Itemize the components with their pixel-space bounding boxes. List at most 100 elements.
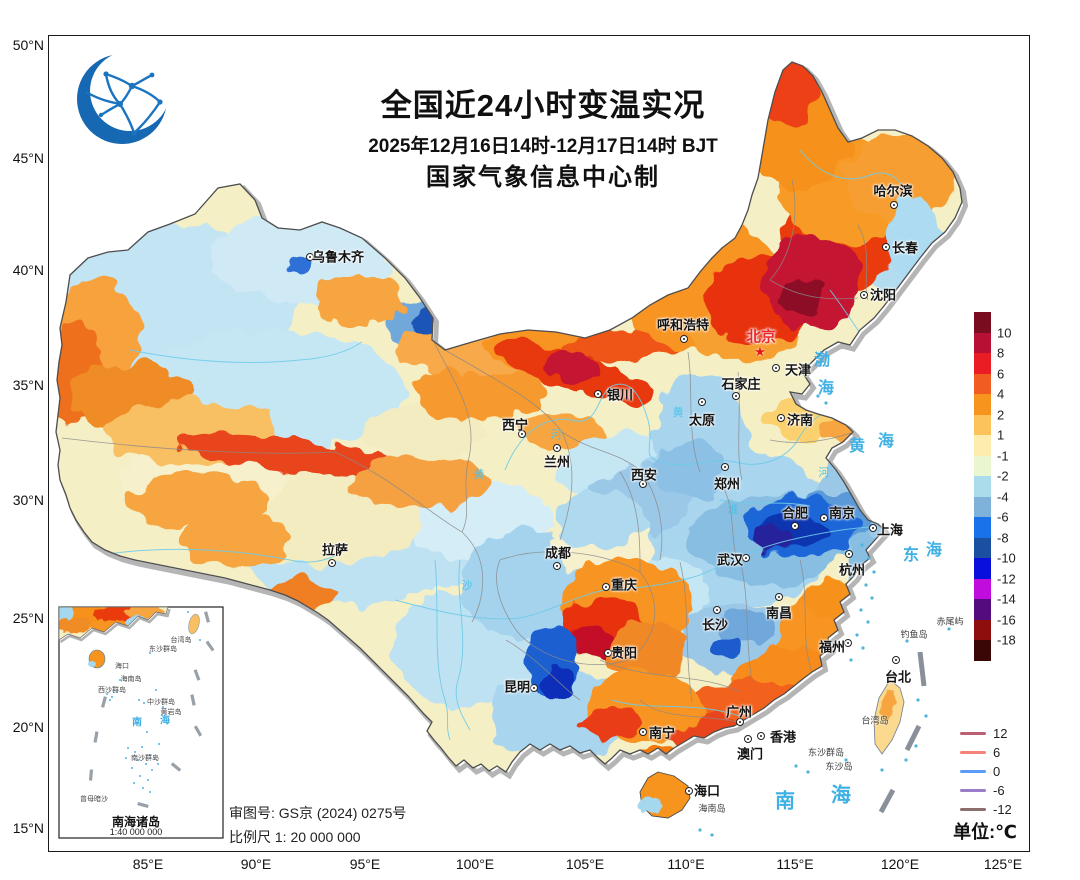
city-marker <box>594 390 602 398</box>
city-marker <box>777 414 785 422</box>
colorbar-swatch <box>974 537 991 559</box>
city-label: 贵阳 <box>610 645 638 661</box>
map-canvas <box>55 61 969 837</box>
isoline-color-sample <box>960 751 986 754</box>
city-marker <box>639 728 647 736</box>
sea-name-label: 东 <box>902 547 920 564</box>
colorbar-swatch <box>974 394 991 415</box>
colorbar-value: -2 <box>997 468 1009 484</box>
longitude-tick-label: 95°E <box>349 856 381 872</box>
city-label: 太原 <box>688 412 716 428</box>
colorbar-value: -12 <box>997 571 1016 586</box>
map-review-number: 审图号: GS京 (2024) 0275号 <box>229 805 407 821</box>
inset-sea-label: 南 <box>132 717 142 729</box>
sea-name-label: 海 <box>877 433 895 450</box>
colorbar-value: 10 <box>997 325 1012 340</box>
city-marker <box>685 787 693 795</box>
city-marker <box>869 524 877 532</box>
city-marker <box>860 291 868 299</box>
colorbar-swatch <box>974 476 991 497</box>
city-label: 南宁 <box>648 725 676 741</box>
city-marker <box>736 718 744 726</box>
inset-island-label: 黄岩岛 <box>160 709 182 716</box>
latitude-tick-label: 40°N <box>12 262 44 278</box>
city-label: 昆明 <box>503 679 531 695</box>
map-subtitle-period: 2025年12月16日14时-12月17日14时 BJT <box>368 136 718 157</box>
city-label: 石家庄 <box>721 376 761 392</box>
isoline-legend-value: 12 <box>993 726 1008 741</box>
island-name-label: 赤尾屿 <box>936 616 964 627</box>
river-name-label: 淮 <box>727 504 739 516</box>
colorbar-value: 4 <box>997 386 1005 402</box>
river-name-label: 河 <box>550 429 562 441</box>
city-label: 沈阳 <box>869 287 897 303</box>
city-label: 兰州 <box>543 454 571 470</box>
city-marker <box>845 550 853 558</box>
isoline-legend-value: 6 <box>993 745 1001 760</box>
island-name-label: 东沙岛 <box>825 761 853 772</box>
city-marker <box>775 593 783 601</box>
colorbar-value: -14 <box>997 591 1016 607</box>
colorbar-swatch <box>974 517 991 538</box>
city-marker <box>721 463 729 471</box>
city-marker <box>844 639 852 647</box>
city-marker <box>602 583 610 591</box>
colorbar-value: 6 <box>997 366 1005 381</box>
city-marker <box>890 201 898 209</box>
colorbar-swatch <box>974 599 991 620</box>
longitude-tick-label: 110°E <box>667 856 705 872</box>
longitude-tick-label: 85°E <box>132 856 164 872</box>
colorbar-swatch <box>974 496 991 518</box>
inset-island-label: 南沙群岛 <box>131 755 159 762</box>
city-label: 拉萨 <box>321 542 349 558</box>
sea-name-label: 海 <box>817 380 835 397</box>
colorbar-value: 2 <box>997 407 1005 422</box>
island-name-label: 钓鱼岛 <box>900 629 928 640</box>
colorbar-value: 1 <box>997 427 1005 443</box>
colorbar-value: -1 <box>997 448 1009 463</box>
sea-name-label: 海 <box>831 784 851 807</box>
south-china-sea-inset <box>58 606 224 839</box>
island-name-label: 台湾岛 <box>861 715 889 726</box>
latitude-tick-label: 30°N <box>12 492 44 508</box>
city-label: 南昌 <box>765 605 793 621</box>
city-marker <box>732 392 740 400</box>
inset-scale: 1:40 000 000 <box>109 827 163 837</box>
sea-name-label: 黄 <box>848 438 866 455</box>
river-name-label: 黄 <box>672 407 684 419</box>
colorbar-value: -10 <box>997 550 1016 566</box>
city-label: 西安 <box>630 467 658 483</box>
city-marker <box>553 444 561 452</box>
colorbar-swatch <box>974 558 991 579</box>
city-label: 台北 <box>884 669 912 685</box>
city-label: 成都 <box>544 545 572 561</box>
isoline-legend-value: -6 <box>993 783 1005 798</box>
city-marker <box>757 732 765 740</box>
city-label: 济南 <box>786 412 814 428</box>
city-marker <box>742 554 750 562</box>
city-marker <box>713 606 721 614</box>
city-label: 上海 <box>876 522 904 538</box>
city-label: 天津 <box>784 362 812 378</box>
city-marker <box>882 243 890 251</box>
city-marker <box>820 514 828 522</box>
colorbar-swatch <box>974 455 991 477</box>
latitude-tick-label: 20°N <box>12 719 44 735</box>
city-label: 乌鲁木齐 <box>311 249 365 265</box>
map-title: 全国近24小时变温实况 <box>380 88 706 123</box>
capital-star-marker: ★ <box>754 344 766 359</box>
latitude-tick-label: 35°N <box>12 377 44 393</box>
colorbar-swatch <box>974 640 991 661</box>
sea-name-label: 渤 <box>813 352 831 369</box>
city-marker <box>772 364 780 372</box>
city-label: 合肥 <box>781 505 809 521</box>
city-label: 广州 <box>725 704 753 720</box>
colorbar-value: -8 <box>997 530 1009 545</box>
colorbar-swatch <box>974 312 991 333</box>
meteorological-center-logo <box>77 51 170 144</box>
city-marker <box>530 684 538 692</box>
isoline-color-sample <box>960 770 986 773</box>
city-marker <box>791 522 799 530</box>
city-label: 杭州 <box>838 562 866 578</box>
